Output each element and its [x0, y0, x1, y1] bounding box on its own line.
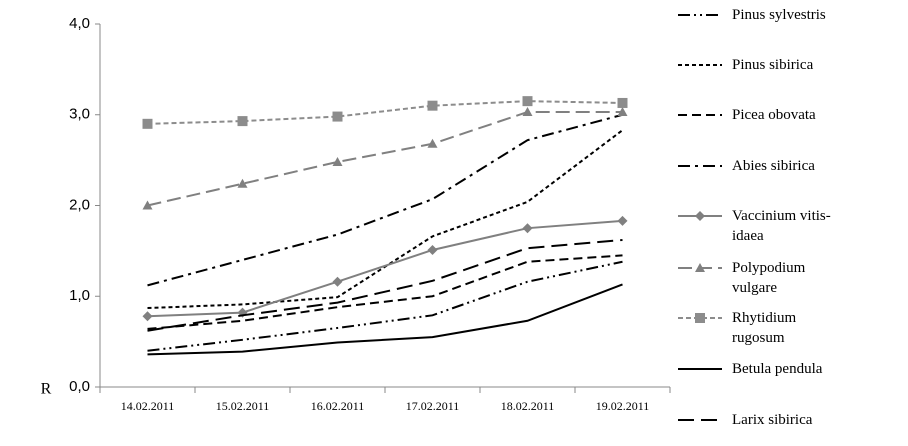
marker: [332, 156, 343, 166]
x-tick-label: 15.02.2011: [216, 399, 270, 413]
legend-swatch: [678, 165, 722, 167]
marker: [237, 116, 248, 127]
legend-swatch: [678, 368, 722, 370]
legend-label: Picea obovata: [732, 107, 816, 123]
series-line: [147, 254, 623, 330]
legend-item: Picea obovata: [676, 105, 852, 125]
marker: [332, 276, 343, 287]
series-line: [147, 219, 623, 318]
x-tick-label: 19.02.2011: [596, 399, 650, 413]
legend-swatch: [678, 419, 722, 421]
marker: [695, 211, 705, 221]
x-tick-label: 17.02.2011: [406, 399, 460, 413]
legend-item: Pinus sylvestris: [676, 5, 852, 25]
marker: [695, 313, 705, 323]
legend-label: Pinus sylvestris: [732, 7, 826, 23]
legend-item: Polypodium vulgare: [676, 258, 852, 298]
legend-label: Betula pendula: [732, 361, 823, 377]
legend-label: Rhytidium rugosum: [732, 310, 797, 346]
marker: [695, 263, 705, 272]
legend-item: Betula pendula: [676, 359, 852, 379]
marker: [427, 100, 438, 111]
x-tick-label: 16.02.2011: [311, 399, 365, 413]
y-tick-label: 1,0: [69, 287, 90, 304]
series-line: [147, 111, 623, 207]
legend: Pinus sylvestris Pinus sibirica Picea obov…: [676, 0, 908, 446]
legend-label: Abies sibirica: [732, 158, 815, 174]
marker: [522, 96, 533, 107]
marker: [332, 111, 343, 122]
x-tick-label: 18.02.2011: [501, 399, 555, 413]
marker: [237, 178, 248, 188]
marker: [522, 107, 533, 117]
legend-item: Vaccinium vitis-idaea: [676, 206, 852, 246]
marker: [617, 107, 628, 117]
marker: [142, 311, 153, 322]
marker: [427, 138, 438, 148]
legend-swatch: [678, 114, 722, 116]
legend-swatch: [678, 211, 722, 221]
y-tick-label: 0,0: [69, 378, 90, 395]
series-line: [147, 260, 623, 352]
legend-swatch: [678, 14, 722, 16]
legend-swatch: [678, 263, 722, 272]
legend-swatch: [678, 313, 722, 323]
x-tick-label: 14.02.2011: [121, 399, 175, 413]
y-tick-label: 3,0: [69, 106, 90, 123]
series-line: [147, 100, 623, 125]
legend-swatch: [678, 64, 722, 66]
y-axis-label: R: [41, 381, 52, 398]
legend-label: Polypodium vulgare: [732, 260, 806, 296]
series-line: [147, 113, 623, 287]
marker: [617, 97, 628, 108]
marker: [427, 244, 438, 255]
marker: [142, 118, 153, 129]
marker: [522, 223, 533, 234]
y-tick-label: 4,0: [69, 15, 90, 32]
legend-item: Abies sibirica: [676, 156, 852, 176]
legend-label: Larix sibirica: [732, 412, 813, 428]
series-line: [147, 129, 624, 310]
legend-label: Pinus sibirica: [732, 57, 814, 73]
marker: [142, 200, 153, 210]
series-line: [147, 238, 623, 332]
y-tick-label: 2,0: [69, 196, 90, 213]
marker: [617, 215, 628, 226]
legend-label: Vaccinium vitis-idaea: [732, 208, 831, 244]
legend-item: Pinus sibirica: [676, 55, 852, 75]
legend-item: Rhytidium rugosum: [676, 308, 852, 348]
series-line: [147, 283, 623, 356]
legend-item: Larix sibirica: [676, 410, 852, 430]
